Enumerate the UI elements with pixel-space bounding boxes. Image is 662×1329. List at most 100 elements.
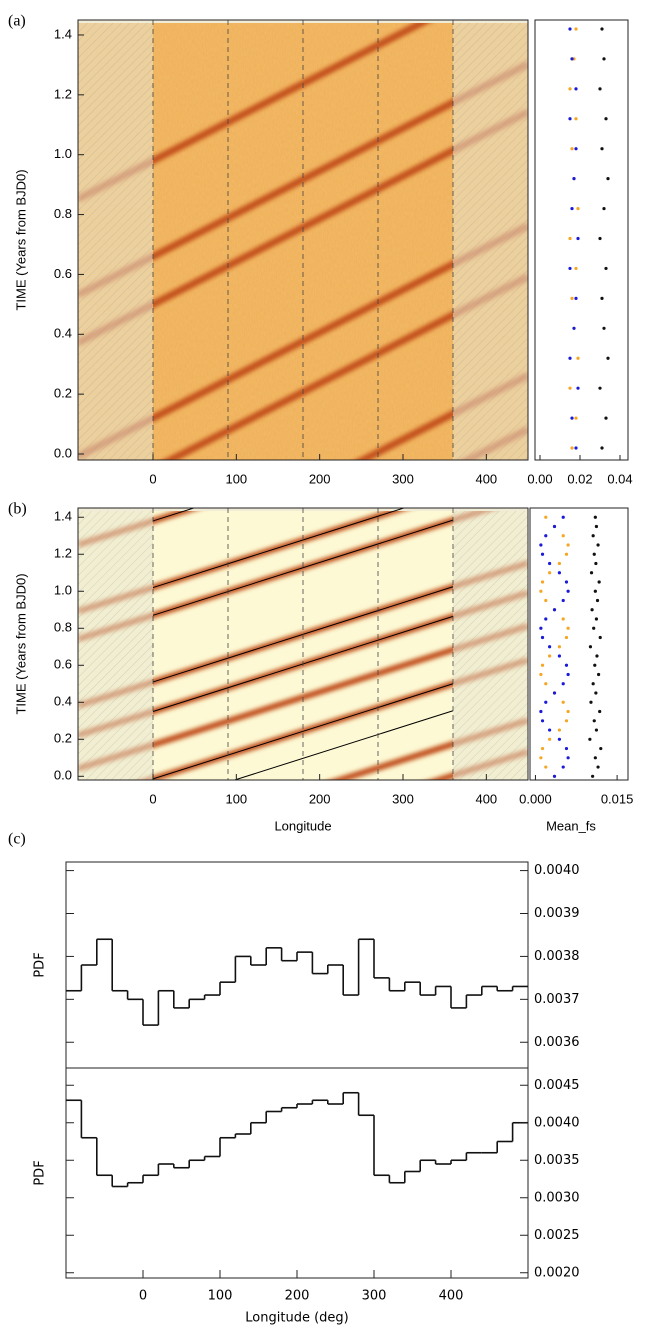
scatter-point	[570, 446, 574, 450]
side-background	[530, 508, 628, 780]
scatter-point	[544, 534, 548, 538]
x-tick-label: 0.04	[607, 471, 632, 486]
scatter-point	[594, 617, 599, 621]
fit-line	[233, 710, 454, 780]
scatter-point	[564, 663, 569, 667]
y-axis-title: PDF	[33, 952, 48, 977]
scatter-point	[576, 386, 580, 390]
scatter-point	[544, 598, 548, 603]
plot-frame	[77, 19, 529, 461]
x-axis-title: Longitude	[274, 818, 331, 833]
x-tick-label: 0.00	[527, 471, 552, 486]
scatter-point	[599, 746, 603, 751]
x-tick-label: 0.000	[519, 791, 552, 806]
scatter-point	[592, 552, 596, 556]
scatter-point	[574, 446, 578, 450]
y-tick-label: 1.4	[54, 509, 72, 524]
scatter-point	[568, 236, 572, 241]
scatter-point	[540, 552, 545, 556]
scatter-point	[564, 552, 569, 556]
y-tick-label: 0.0039	[534, 906, 580, 921]
scatter-point	[561, 598, 565, 603]
x-tick-label: 200	[309, 791, 331, 806]
scatter-point	[539, 756, 543, 760]
scatter-point	[548, 737, 552, 741]
scatter-point	[539, 626, 543, 630]
scatter-point	[598, 386, 602, 390]
scatter-point	[598, 87, 602, 91]
x-tick-label: 0	[139, 1289, 147, 1304]
scatter-point	[574, 117, 578, 121]
y-tick-label: 0.0040	[534, 1115, 580, 1130]
scatter-point	[561, 682, 565, 686]
scatter-point	[552, 691, 557, 695]
scatter-point	[570, 147, 574, 151]
x-tick-label: 0	[149, 791, 156, 806]
scatter-point	[576, 356, 580, 360]
masked-hatch	[453, 20, 528, 460]
scatter-point	[593, 756, 597, 760]
y-tick-label: 0.2	[54, 386, 72, 401]
scatter-point	[594, 524, 599, 529]
scatter-point	[606, 356, 610, 360]
scatter-point	[540, 719, 545, 723]
scatter-point	[557, 571, 562, 575]
side-background	[535, 20, 628, 460]
scatter-point	[574, 147, 578, 151]
y-axis-title: PDF	[33, 1160, 48, 1185]
scatter-point	[544, 515, 548, 519]
scatter-point	[557, 654, 562, 658]
scatter-point	[539, 589, 543, 593]
x-tick-label: 200	[309, 471, 331, 486]
scatter-point	[593, 515, 597, 519]
y-tick-label: 0.0040	[534, 863, 580, 878]
y-tick-label: 0.0	[54, 768, 72, 783]
plot-frame	[65, 861, 529, 1069]
scatter-point	[592, 719, 596, 723]
scatter-point	[561, 700, 565, 704]
y-tick-label: 0.4	[54, 694, 72, 709]
scatter-point	[572, 326, 576, 330]
x-tick-label: 200	[285, 1289, 310, 1304]
scatter-point	[540, 663, 545, 667]
scatter-point	[568, 266, 572, 271]
scatter-point	[592, 626, 596, 630]
plot-frame	[77, 507, 529, 781]
scatter-point	[564, 746, 569, 751]
scatter-point	[591, 534, 595, 538]
x-tick-label: 0.015	[601, 791, 634, 806]
scatter-point	[596, 543, 600, 547]
scatter-point	[598, 236, 602, 241]
scatter-point	[566, 756, 570, 760]
y-tick-label: 0.0035	[534, 1153, 580, 1168]
scatter-point	[544, 700, 548, 704]
x-tick-label: 300	[392, 471, 414, 486]
scatter-point	[604, 117, 608, 121]
scatter-point	[544, 617, 548, 621]
scatter-point	[570, 416, 574, 420]
scatter-point	[564, 719, 569, 723]
scatter-point	[574, 266, 578, 271]
y-tick-label: 0.8	[54, 206, 72, 221]
scatter-point	[540, 580, 545, 584]
x-tick-label: 100	[225, 791, 247, 806]
scatter-point	[590, 608, 594, 612]
fit-line	[152, 519, 454, 616]
scatter-point	[561, 617, 565, 621]
scatter-point	[564, 580, 569, 584]
scatter-point	[557, 561, 562, 566]
scatter-point	[539, 672, 543, 677]
scatter-point	[566, 589, 570, 593]
scatter-point	[568, 87, 572, 91]
scatter-point	[598, 709, 602, 714]
side-frame	[534, 19, 629, 461]
scatter-point	[570, 296, 574, 300]
scatter-point	[600, 27, 604, 31]
scatter-point	[606, 177, 610, 181]
y-tick-label: 0.0037	[534, 992, 580, 1007]
scatter-point	[561, 534, 565, 538]
scatter-point	[557, 737, 562, 741]
y-tick-label: 0.6	[54, 657, 72, 672]
plot-frame	[65, 1067, 529, 1279]
